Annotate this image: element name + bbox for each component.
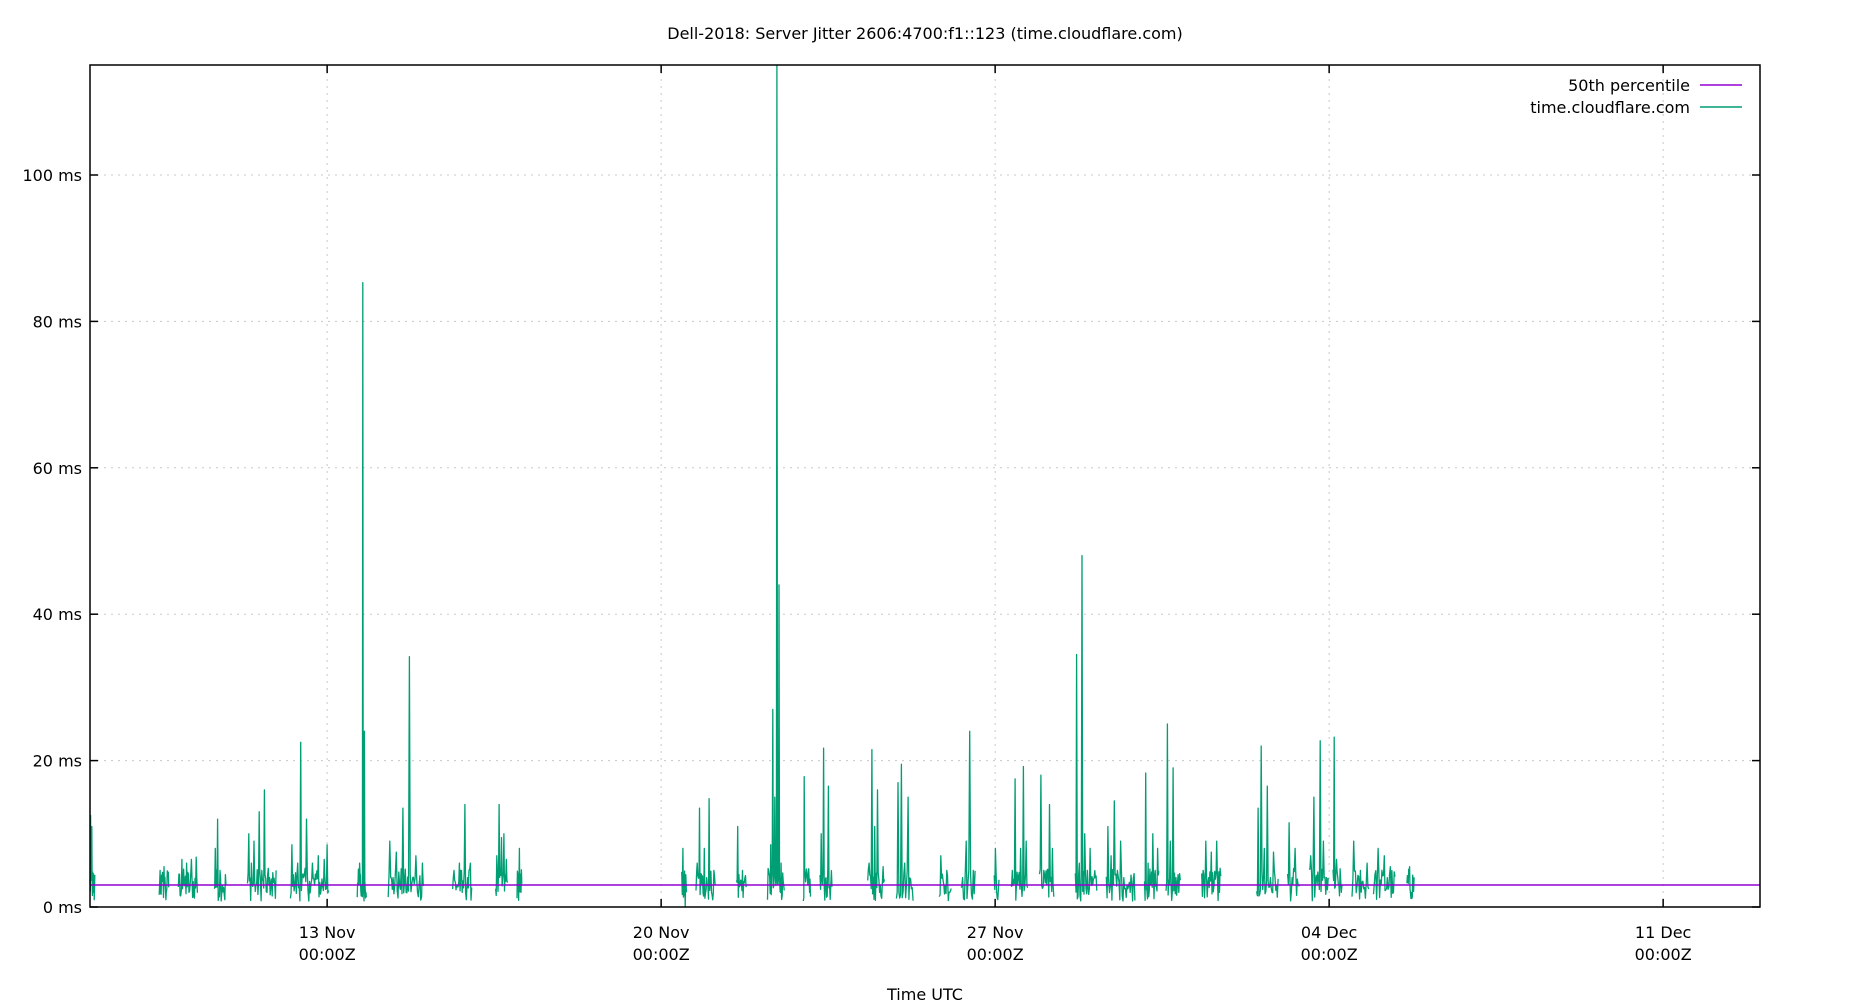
x-axis: 13 Nov 00:00Z 20 Nov 00:00Z 27 Nov 00:00Z 04 D… bbox=[299, 65, 1692, 964]
y-tick-label: 20 ms bbox=[33, 752, 82, 771]
x-tick-label-date: 27 Nov bbox=[967, 923, 1024, 942]
legend: 50th percentile time.cloudflare.com bbox=[1530, 76, 1742, 117]
legend-label: time.cloudflare.com bbox=[1530, 98, 1690, 117]
chart-title: Dell-2018: Server Jitter 2606:4700:f1::1… bbox=[667, 24, 1183, 43]
y-tick-label: 0 ms bbox=[43, 898, 82, 917]
legend-item-time-cloudflare: time.cloudflare.com bbox=[1530, 98, 1742, 117]
x-tick-label-time: 00:00Z bbox=[633, 945, 690, 964]
x-tick-label-date: 11 Dec bbox=[1635, 923, 1691, 942]
grid-lines bbox=[90, 65, 1760, 907]
legend-item-50th-percentile: 50th percentile bbox=[1568, 76, 1742, 95]
plot-area bbox=[89, 64, 1760, 908]
x-tick-label-time: 00:00Z bbox=[299, 945, 356, 964]
plot-frame bbox=[89, 64, 1761, 908]
x-tick-label-date: 13 Nov bbox=[299, 923, 356, 942]
x-tick-label-time: 00:00Z bbox=[1635, 945, 1692, 964]
legend-label: 50th percentile bbox=[1568, 76, 1690, 95]
y-axis: 0 ms 20 ms 40 ms 60 ms 80 ms 100 ms bbox=[22, 166, 1760, 917]
series-line-time-cloudflare bbox=[89, 64, 1415, 908]
x-tick-label-time: 00:00Z bbox=[1301, 945, 1358, 964]
x-tick-label-time: 00:00Z bbox=[967, 945, 1024, 964]
y-tick-label: 80 ms bbox=[33, 312, 82, 331]
y-tick-label: 40 ms bbox=[33, 605, 82, 624]
x-tick-label-date: 20 Nov bbox=[633, 923, 690, 942]
x-tick-label-date: 04 Dec bbox=[1301, 923, 1357, 942]
x-axis-title: Time UTC bbox=[886, 985, 963, 1000]
y-tick-label: 100 ms bbox=[22, 166, 82, 185]
y-tick-label: 60 ms bbox=[33, 459, 82, 478]
